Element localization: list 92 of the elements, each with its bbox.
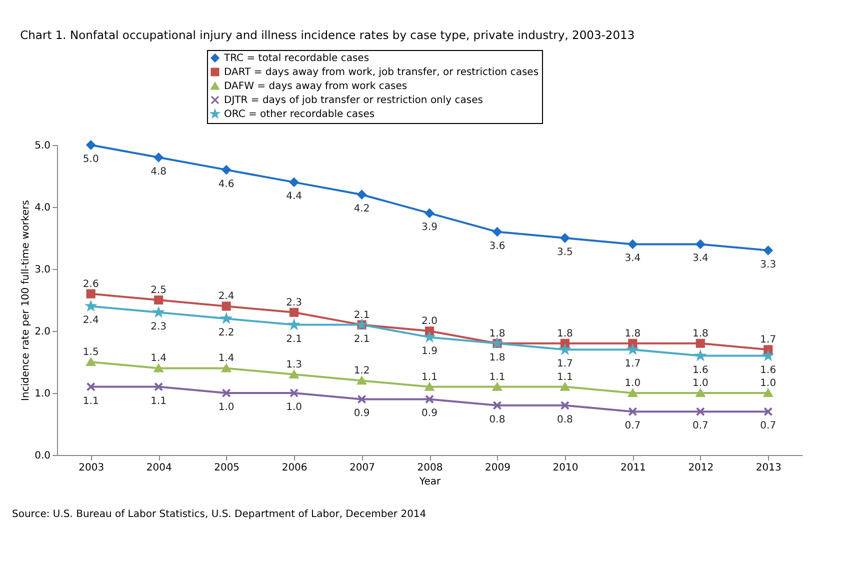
x-tick-label: 2012 <box>688 462 714 474</box>
x-tick-label: 2013 <box>756 462 782 474</box>
source-note: Source: U.S. Bureau of Labor Statistics, U.S. Department of Labor, December 2014 <box>12 509 428 520</box>
y-tick-label: 5.0 <box>34 140 50 152</box>
data-label: 2.1 <box>354 310 370 321</box>
legend-label: ORC = other recordable cases <box>224 109 375 120</box>
data-label: 1.0 <box>624 378 641 389</box>
data-label: 1.1 <box>489 372 506 383</box>
data-label: 1.3 <box>286 359 302 370</box>
legend-label: DAFW = days away from work cases <box>224 81 408 92</box>
data-label: 1.0 <box>218 402 234 413</box>
x-tick-label: 2009 <box>485 462 510 474</box>
x-tick-label: 2006 <box>282 462 308 474</box>
data-label: 1.8 <box>489 328 506 340</box>
data-label: 2.2 <box>218 328 234 339</box>
data-label: 4.6 <box>218 178 234 190</box>
data-label: 1.8 <box>557 328 573 340</box>
data-label: 1.2 <box>354 366 370 377</box>
data-label: 2.3 <box>286 297 302 308</box>
data-label: 3.4 <box>692 253 708 264</box>
data-label: 0.7 <box>760 420 776 432</box>
data-label: 0.8 <box>557 414 573 426</box>
data-label: 0.9 <box>422 408 438 420</box>
data-label: 3.5 <box>557 247 573 258</box>
data-label: 1.6 <box>692 364 708 376</box>
data-label: 1.9 <box>422 346 438 358</box>
data-label: 1.4 <box>218 353 234 364</box>
data-label: 1.6 <box>760 364 776 376</box>
data-label: 2.0 <box>422 316 438 327</box>
x-axis-title: Year <box>418 476 442 488</box>
data-label: 1.7 <box>557 358 573 370</box>
x-tick-label: 2005 <box>214 462 240 474</box>
data-label: 2.1 <box>286 334 302 345</box>
point <box>764 407 773 416</box>
data-label: 1.7 <box>760 334 776 346</box>
point <box>86 382 96 392</box>
data-label: 2.5 <box>150 285 167 296</box>
point <box>492 400 502 410</box>
data-label: 2.6 <box>82 278 99 290</box>
y-tick-label: 1.0 <box>34 388 50 400</box>
data-label: 2.3 <box>150 321 167 332</box>
point <box>628 407 638 416</box>
data-label: 3.9 <box>422 222 438 234</box>
point <box>357 394 366 404</box>
data-label: 3.6 <box>489 240 506 252</box>
x-tick-label: 2011 <box>620 462 646 474</box>
data-label: 4.8 <box>150 166 167 178</box>
data-label: 1.0 <box>692 378 708 389</box>
data-label: 1.1 <box>557 372 573 383</box>
data-label: 2.4 <box>218 291 234 302</box>
data-label: 1.8 <box>692 328 708 340</box>
x-tick-label: 2010 <box>552 462 578 474</box>
data-label: 3.4 <box>624 253 641 264</box>
data-label: 1.8 <box>489 352 506 364</box>
data-label: 0.9 <box>354 408 370 420</box>
point <box>424 394 434 404</box>
point <box>154 382 164 392</box>
data-label: 1.7 <box>624 358 641 370</box>
data-label: 4.4 <box>286 191 302 202</box>
legend-label: TRC = total recordable cases <box>223 53 370 64</box>
point <box>560 400 570 410</box>
point <box>290 388 299 398</box>
y-tick-label: 4.0 <box>34 202 50 214</box>
x-tick-label: 2007 <box>350 462 375 474</box>
legend-label: DART = days away from work, job transfer, or restriction cases <box>224 67 539 78</box>
data-label: 0.8 <box>489 414 506 426</box>
data-label: 1.0 <box>286 402 302 413</box>
x-tick-label: 2008 <box>417 462 443 474</box>
data-label: 1.4 <box>150 353 167 364</box>
data-label: 1.0 <box>760 378 776 389</box>
data-label: 1.1 <box>422 372 438 383</box>
y-tick-label: 2.0 <box>34 326 50 338</box>
data-label: 1.8 <box>624 328 641 340</box>
chart-title: Chart 1. Nonfatal occupational injury and illness incidence rates by case type, private industry, 2003-2013 <box>20 28 635 42</box>
data-label: 2.1 <box>354 334 370 345</box>
x-tick-label: 2003 <box>78 462 104 474</box>
legend-label: DJTR = days of job transfer or restriction only cases <box>224 95 483 106</box>
data-label: 0.7 <box>692 420 708 432</box>
point <box>222 388 231 398</box>
data-label: 1.1 <box>150 396 167 407</box>
data-label: 2.4 <box>82 315 99 326</box>
data-label: 0.7 <box>624 420 641 432</box>
data-label: 1.5 <box>82 347 99 358</box>
y-tick-label: 0.0 <box>34 450 50 462</box>
data-label: 3.3 <box>760 259 776 270</box>
data-label: 5.0 <box>82 154 99 165</box>
y-axis-title: Incidence rate per 100 full-time workers <box>20 200 32 401</box>
data-label: 1.1 <box>82 396 99 407</box>
x-tick-label: 2004 <box>146 462 172 474</box>
y-tick-label: 3.0 <box>34 264 50 276</box>
point <box>696 407 705 416</box>
data-label: 4.2 <box>354 204 370 215</box>
